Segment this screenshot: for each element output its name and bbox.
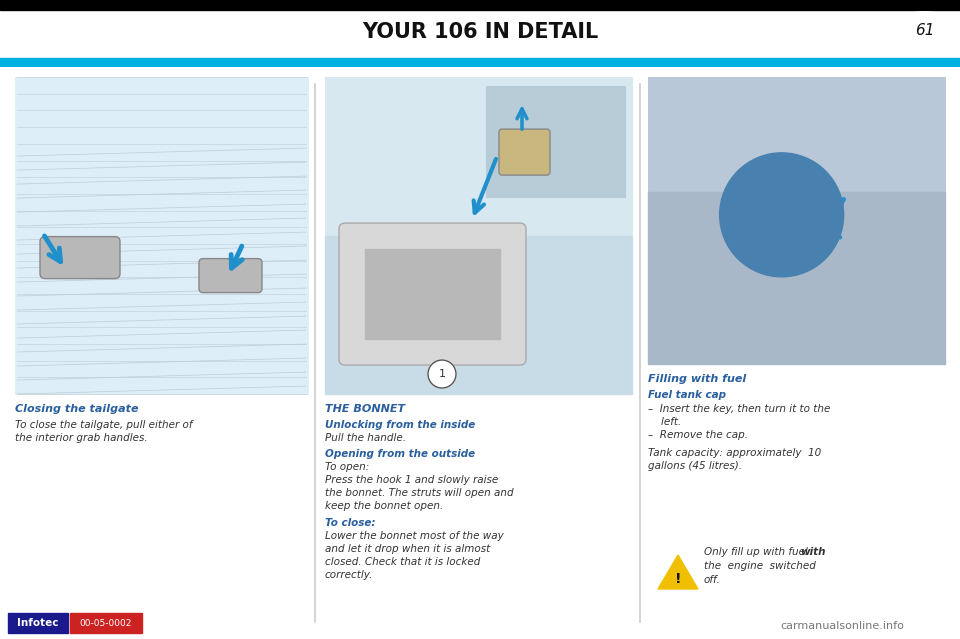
Bar: [70, 613, 142, 633]
Ellipse shape: [891, 12, 958, 49]
Polygon shape: [658, 555, 698, 589]
Bar: [646, 537, 947, 617]
Bar: [0, 0, 960, 10]
FancyBboxPatch shape: [40, 236, 120, 279]
Text: !: !: [675, 572, 682, 586]
Bar: [325, 77, 632, 394]
Text: and let it drop when it is almost: and let it drop when it is almost: [325, 544, 491, 554]
Text: off.: off.: [704, 575, 721, 585]
Text: Pull the handle.: Pull the handle.: [325, 433, 406, 443]
Bar: [325, 236, 632, 394]
Text: correctly.: correctly.: [325, 570, 373, 580]
Text: Fuel tank cap: Fuel tank cap: [648, 390, 726, 400]
Circle shape: [428, 360, 456, 388]
Bar: [365, 249, 500, 339]
FancyBboxPatch shape: [199, 259, 262, 293]
Circle shape: [768, 201, 796, 229]
Text: keep the bonnet open.: keep the bonnet open.: [325, 501, 444, 511]
Text: To open:: To open:: [325, 462, 370, 472]
Text: To close:: To close:: [325, 518, 375, 528]
Text: Filling with fuel: Filling with fuel: [648, 374, 746, 384]
Text: –  Insert the key, then turn it to the: – Insert the key, then turn it to the: [648, 404, 830, 414]
Circle shape: [720, 153, 844, 277]
Text: 61: 61: [915, 23, 934, 38]
Text: Only fill up with fuel: Only fill up with fuel: [704, 547, 811, 557]
Circle shape: [776, 209, 787, 221]
Text: the interior grab handles.: the interior grab handles.: [15, 433, 148, 443]
Text: Closing the tailgate: Closing the tailgate: [15, 404, 138, 414]
Text: closed. Check that it is locked: closed. Check that it is locked: [325, 557, 480, 567]
Text: Infotec: Infotec: [17, 618, 59, 628]
Text: Unlocking from the inside: Unlocking from the inside: [325, 420, 475, 430]
Text: THE BONNET: THE BONNET: [325, 404, 405, 414]
Text: Opening from the outside: Opening from the outside: [325, 449, 475, 459]
FancyBboxPatch shape: [499, 129, 550, 175]
Text: the  engine  switched: the engine switched: [704, 561, 816, 571]
Text: the bonnet. The struts will open and: the bonnet. The struts will open and: [325, 488, 514, 498]
FancyBboxPatch shape: [339, 223, 526, 365]
Circle shape: [730, 163, 833, 267]
Text: 00-05-0002: 00-05-0002: [80, 619, 132, 627]
Text: YOUR 106 IN DETAIL: YOUR 106 IN DETAIL: [362, 22, 598, 42]
Text: 1: 1: [439, 369, 445, 379]
Text: Press the hook 1 and slowly raise: Press the hook 1 and slowly raise: [325, 475, 498, 485]
Circle shape: [744, 177, 820, 253]
Circle shape: [756, 189, 807, 241]
Bar: [648, 192, 945, 364]
Bar: [648, 77, 945, 364]
Bar: [8, 613, 68, 633]
Text: with: with: [800, 547, 826, 557]
Text: left.: left.: [648, 417, 682, 427]
Text: gallons (45 litres).: gallons (45 litres).: [648, 461, 742, 471]
Bar: [487, 87, 625, 197]
Text: Tank capacity: approximately  10: Tank capacity: approximately 10: [648, 448, 821, 458]
Text: To close the tailgate, pull either of: To close the tailgate, pull either of: [15, 420, 193, 430]
Text: carmanualsonline.info: carmanualsonline.info: [780, 621, 904, 631]
Bar: [0, 58, 960, 67]
Text: –  Remove the cap.: – Remove the cap.: [648, 430, 748, 440]
Bar: [15, 77, 308, 394]
Text: Lower the bonnet most of the way: Lower the bonnet most of the way: [325, 531, 504, 541]
